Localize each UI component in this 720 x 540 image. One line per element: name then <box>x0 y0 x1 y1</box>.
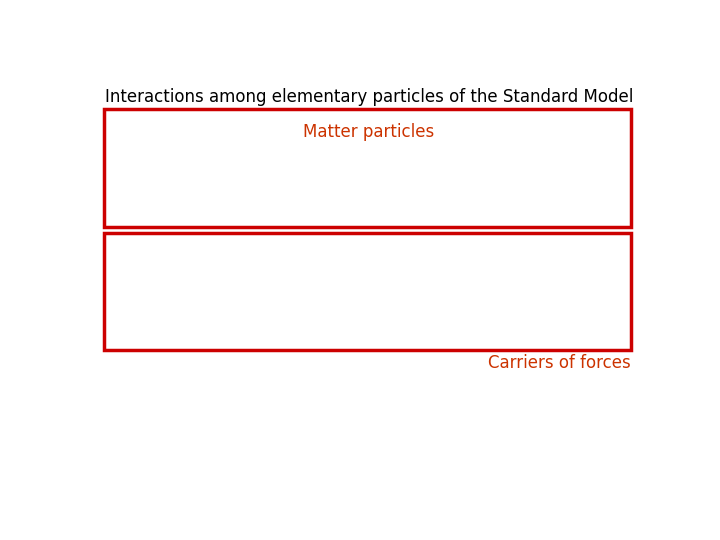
Text: Matter particles: Matter particles <box>303 123 435 141</box>
Text: Interactions among elementary particles of the Standard Model: Interactions among elementary particles … <box>105 87 633 106</box>
Bar <box>104 110 631 226</box>
Text: Carriers of forces: Carriers of forces <box>488 354 631 372</box>
Bar <box>104 233 631 350</box>
